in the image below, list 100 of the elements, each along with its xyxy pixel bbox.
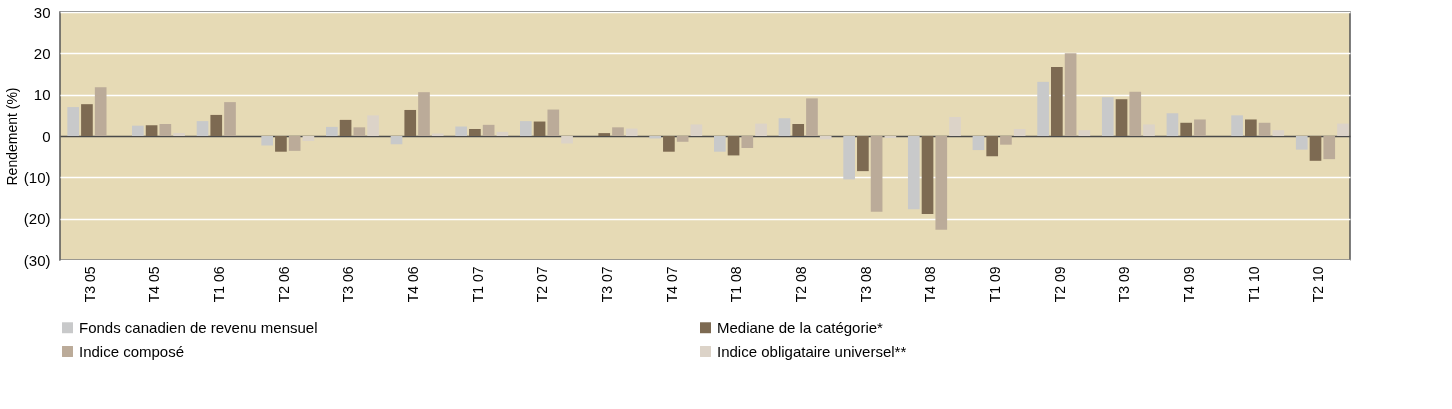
bar	[159, 124, 172, 136]
bar	[561, 136, 573, 144]
y-tick-label: (20)	[23, 210, 51, 228]
bar	[533, 121, 546, 136]
bar	[326, 126, 338, 136]
x-tick-label: T3 05	[81, 266, 98, 303]
bar	[1013, 128, 1026, 136]
bar	[367, 115, 379, 136]
bar	[1309, 136, 1322, 161]
bar	[1037, 81, 1049, 136]
bar	[741, 136, 754, 148]
x-tick-label: T3 06	[340, 266, 357, 303]
bar	[598, 133, 611, 136]
bar	[455, 126, 467, 136]
bar	[145, 125, 158, 136]
bar	[612, 127, 624, 136]
bar	[1129, 91, 1142, 136]
bar	[713, 136, 726, 152]
x-tick-label: T4 08	[922, 266, 939, 303]
bar	[496, 131, 509, 136]
bar	[727, 136, 740, 156]
bar	[870, 136, 883, 212]
bar	[857, 136, 869, 172]
bar	[339, 119, 352, 136]
x-tick-label: T3 08	[857, 266, 874, 303]
bar	[884, 136, 897, 139]
legend-label: Mediane de la catégorie*	[717, 318, 884, 336]
bar	[843, 136, 855, 180]
bar	[1166, 113, 1179, 136]
bar	[1101, 97, 1114, 136]
bar	[1078, 130, 1091, 136]
bar	[210, 114, 223, 136]
legend-label: Indice composé	[79, 342, 185, 360]
bar	[302, 136, 315, 141]
bar	[676, 136, 689, 142]
bar	[353, 127, 366, 136]
bar	[1258, 122, 1271, 136]
legend-label: Fonds canadien de revenu mensuel	[79, 318, 318, 336]
y-tick-label: (30)	[23, 251, 51, 269]
bar	[81, 104, 93, 136]
bar	[288, 136, 301, 151]
x-tick-label: T4 06	[405, 266, 422, 303]
bar	[986, 136, 999, 157]
bar	[1272, 130, 1285, 136]
bar	[132, 125, 144, 136]
y-tick-label: 20	[33, 44, 51, 62]
bar	[778, 118, 791, 136]
bar	[1295, 136, 1308, 150]
bar	[547, 109, 560, 136]
bar	[275, 136, 287, 152]
bar	[1000, 136, 1012, 145]
bar	[1323, 136, 1336, 160]
bar	[1231, 115, 1243, 136]
x-tick-label: T2 06	[275, 266, 292, 303]
x-tick-label: T1 08	[728, 266, 745, 303]
y-tick-label: 10	[33, 86, 51, 104]
bar	[792, 124, 805, 136]
bar	[806, 98, 818, 136]
x-tick-label: T3 07	[599, 266, 616, 303]
x-tick-label: T1 10	[1245, 266, 1262, 303]
bar	[1115, 99, 1128, 136]
x-tick-label: T4 09	[1180, 266, 1197, 303]
bar	[949, 116, 961, 136]
x-tick-label: T4 07	[663, 266, 680, 303]
bar	[261, 136, 274, 146]
bar	[819, 136, 832, 140]
bar	[173, 133, 185, 136]
bar	[404, 109, 417, 136]
bar	[390, 136, 403, 145]
x-tick-label: T1 09	[986, 266, 1003, 303]
x-tick-label: T1 07	[469, 266, 486, 303]
y-tick-label: 30	[33, 3, 51, 21]
x-tick-label: T3 09	[1116, 266, 1133, 303]
y-tick-label: 0	[42, 127, 51, 145]
bar	[690, 124, 703, 136]
bar	[1064, 53, 1077, 136]
bar	[907, 136, 920, 210]
x-tick-label: T2 09	[1051, 266, 1068, 303]
bar	[663, 136, 675, 152]
bar	[1337, 123, 1349, 136]
bar	[755, 123, 767, 136]
bar	[196, 121, 209, 136]
legend-label: Indice obligataire universel**	[717, 342, 907, 360]
bar	[935, 136, 948, 230]
y-tick-label: (10)	[23, 168, 51, 186]
bar	[67, 107, 80, 136]
y-axis-title: Rendement (%)	[3, 87, 20, 186]
bar	[921, 136, 934, 215]
bar	[418, 92, 430, 136]
bar	[1180, 122, 1193, 136]
x-tick-label: T2 08	[792, 266, 809, 303]
x-tick-label: T1 06	[211, 266, 228, 303]
bar	[625, 128, 638, 136]
bar	[469, 128, 481, 136]
bar	[94, 87, 107, 136]
x-tick-label: T4 05	[146, 266, 163, 303]
bar	[1245, 119, 1257, 136]
bar	[1143, 124, 1155, 136]
bar	[1194, 119, 1206, 136]
bar	[1051, 66, 1063, 136]
